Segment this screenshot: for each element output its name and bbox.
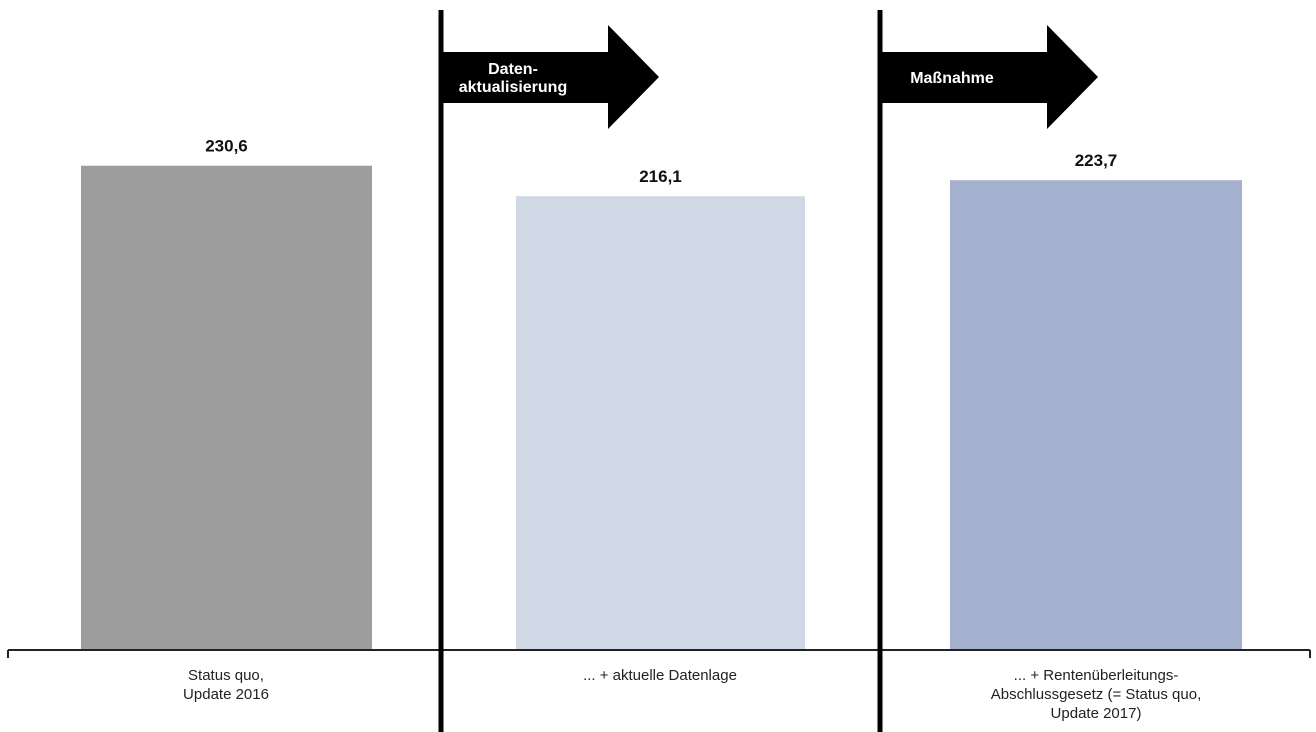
separators-layer: Daten-aktualisierung Maßnahme xyxy=(438,10,1098,732)
bar-1 xyxy=(81,165,372,651)
value-label-1: 230,6 xyxy=(205,137,248,156)
value-label-3: 223,7 xyxy=(1075,151,1118,170)
bar-3 xyxy=(950,180,1242,651)
arrow-label-2: Maßnahme xyxy=(910,70,994,87)
category-label-2: ... + aktuelle Datenlage xyxy=(583,667,737,684)
arrow-label-1: Daten-aktualisierung xyxy=(459,61,567,96)
category-label-1: Status quo, Update 2016 xyxy=(183,667,269,703)
value-labels-layer: 230,6 216,1 223,7 xyxy=(205,137,1117,186)
bar-2 xyxy=(516,196,805,650)
arrow-2 xyxy=(880,25,1098,129)
value-label-2: 216,1 xyxy=(639,167,682,186)
arrow-1 xyxy=(441,25,659,129)
axis-layer xyxy=(7,649,1311,658)
bars-layer xyxy=(81,165,1242,651)
category-labels-layer: Status quo, Update 2016 ... + aktuelle Dat… xyxy=(183,667,1201,722)
category-label-3: ... + Rentenüberleitungs-Abschlussgesetz… xyxy=(991,667,1202,722)
